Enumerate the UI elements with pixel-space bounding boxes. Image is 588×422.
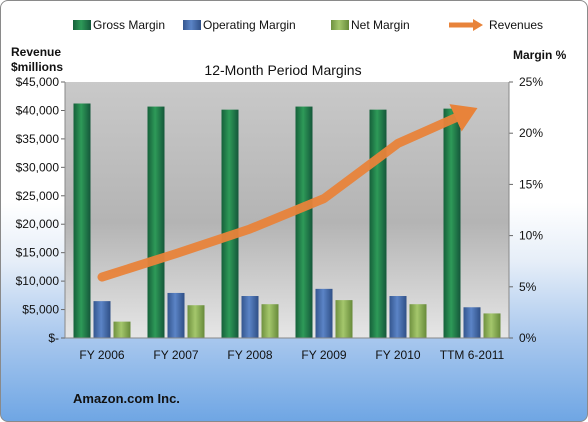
legend-item-gross-margin: Gross Margin — [73, 18, 165, 32]
x-axis-tick-label: FY 2006 — [79, 348, 124, 362]
revenue-point — [101, 276, 103, 278]
right-axis-tick-label: 25% — [519, 75, 543, 89]
right-axis-tick-label: 0% — [519, 331, 537, 345]
right-axis-tick-label: 20% — [519, 126, 543, 140]
right-axis-title: Margin % — [513, 48, 567, 62]
x-axis-tick-label: FY 2009 — [301, 348, 346, 362]
legend-item-operating-margin: Operating Margin — [183, 18, 296, 32]
revenue-point — [323, 198, 325, 200]
revenue-line-group — [97, 104, 478, 282]
legend-label-net: Net Margin — [351, 18, 410, 32]
right-axis-tick-label: 5% — [519, 280, 537, 294]
left-axis-tick-label: $- — [48, 331, 59, 345]
legend: Gross Margin Operating Margin Net Margin… — [73, 18, 543, 32]
left-axis-tick-label: $35,000 — [16, 132, 60, 146]
left-axis-tick-label: $5,000 — [22, 303, 59, 317]
legend-swatch-gross — [73, 20, 91, 30]
operating-margin-bar — [93, 301, 111, 338]
gross-margin-bar — [295, 106, 313, 339]
gross-margin-bar — [73, 103, 91, 338]
left-axis-title-line2: $millions — [11, 60, 63, 74]
legend-item-revenues: Revenues — [449, 18, 543, 32]
net-margin-bar — [187, 305, 205, 338]
gross-margin-bar — [147, 106, 165, 339]
operating-margin-bar — [167, 292, 185, 338]
net-margin-bar — [335, 300, 353, 338]
net-margin-bar — [409, 304, 427, 338]
left-axis-tick-label: $40,000 — [16, 103, 60, 117]
legend-swatch-operating — [183, 20, 201, 30]
revenue-arrowhead — [449, 104, 478, 132]
right-axis-tick-label: 10% — [519, 229, 543, 243]
legend-arrowhead-icon — [473, 19, 483, 31]
left-axis-tick-label: $45,000 — [16, 75, 60, 89]
legend-label-gross: Gross Margin — [93, 18, 165, 32]
chart-title: 12-Month Period Margins — [204, 62, 361, 78]
operating-margin-bar — [315, 288, 333, 338]
company-name: Amazon.com Inc. — [73, 391, 180, 406]
left-axis-tick-label: $10,000 — [16, 274, 60, 288]
x-axis-tick-label: FY 2010 — [375, 348, 420, 362]
left-axis-tick-label: $15,000 — [16, 246, 60, 260]
left-axis-tick-label: $25,000 — [16, 189, 60, 203]
revenue-point — [249, 228, 251, 230]
left-axis-title-line1: Revenue — [11, 45, 61, 59]
legend-label-revenues: Revenues — [489, 18, 543, 32]
axes-group: $- $5,000 $10,000 $15,000 $20,000 $25,000 $30,… — [16, 75, 544, 362]
legend-label-operating: Operating Margin — [203, 18, 296, 32]
revenue-point — [397, 142, 399, 144]
left-axis-tick-label: $30,000 — [16, 160, 60, 174]
gross-margin-bar — [369, 109, 387, 338]
x-axis-tick-label: FY 2007 — [153, 348, 198, 362]
legend-item-net-margin: Net Margin — [331, 18, 410, 32]
left-axis-tick-label: $20,000 — [16, 217, 60, 231]
x-axis-tick-label: TTM 6-2011 — [440, 348, 505, 362]
net-margin-bar — [113, 321, 131, 338]
net-margin-bar — [261, 304, 279, 338]
revenue-point — [471, 109, 473, 111]
net-margin-bar — [483, 313, 501, 338]
gross-margin-bar — [443, 108, 461, 339]
right-axis-tick-label: 15% — [519, 177, 543, 191]
operating-margin-bar — [241, 296, 259, 338]
revenue-point — [175, 253, 177, 255]
x-axis-tick-label: FY 2008 — [227, 348, 272, 362]
legend-swatch-net — [331, 20, 349, 30]
gross-margin-bar — [221, 109, 239, 338]
operating-margin-bar — [389, 296, 407, 338]
revenue-line — [97, 112, 462, 282]
operating-margin-bar — [463, 307, 481, 338]
